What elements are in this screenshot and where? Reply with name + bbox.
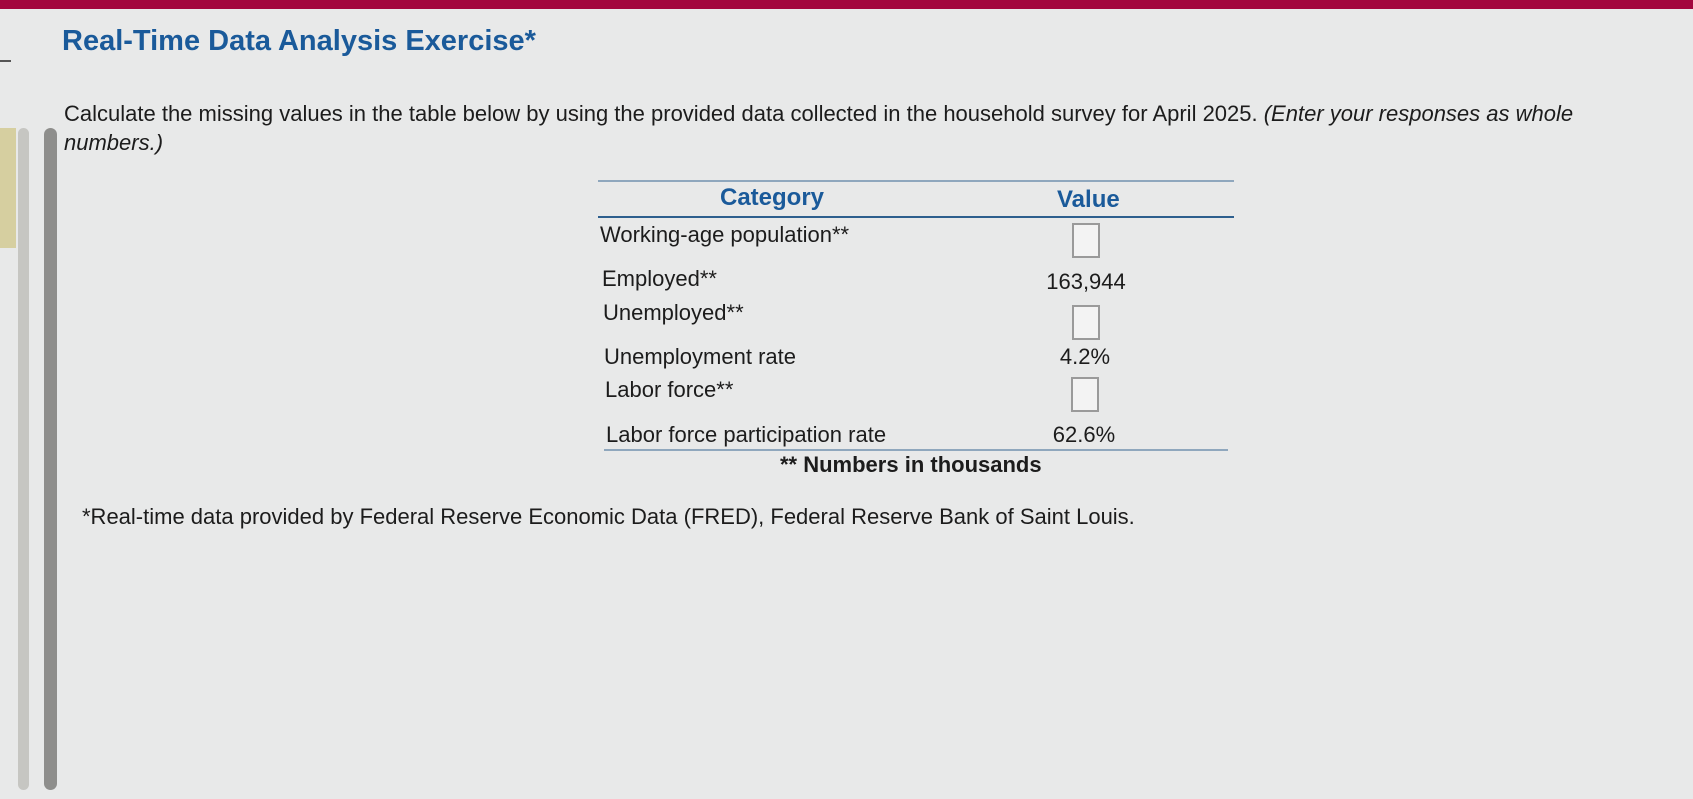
row-label-labor-force-participation-rate: Labor force participation rate (606, 422, 887, 447)
row-label-working-age-population: Working-age population** (600, 222, 850, 247)
column-header-value: Value (1057, 186, 1120, 213)
scrollbar-thumb[interactable] (44, 128, 57, 790)
table-footnote: ** Numbers in thousands (780, 452, 1042, 477)
table-header-rule (598, 216, 1234, 218)
page-title: Real-Time Data Analysis Exercise* (62, 25, 536, 57)
left-accent-strip (0, 128, 16, 248)
unemployment-rate-value: 4.2% (1059, 344, 1111, 369)
employed-value: 163,944 (1046, 269, 1126, 294)
table-bottom-rule (604, 449, 1228, 451)
top-accent-bar (0, 0, 1693, 9)
unemployed-input[interactable] (1072, 305, 1100, 340)
left-edge-marker (0, 60, 11, 62)
instructions-text: Calculate the missing values in the tabl… (64, 99, 1644, 157)
scrollbar-track[interactable] (18, 128, 29, 790)
table-top-rule (598, 180, 1234, 182)
working-age-population-input[interactable] (1072, 223, 1100, 258)
labor-force-input[interactable] (1071, 377, 1099, 412)
column-header-category: Category (720, 184, 825, 211)
source-footnote: *Real-time data provided by Federal Rese… (82, 504, 1135, 529)
labor-force-participation-rate-value: 62.6% (1052, 422, 1116, 447)
row-label-unemployed: Unemployed** (603, 300, 744, 325)
instructions-main: Calculate the missing values in the tabl… (64, 101, 1264, 126)
instructions-note: (Enter your responses as whole numbers.) (64, 101, 1574, 155)
row-label-unemployment-rate: Unemployment rate (604, 344, 796, 369)
row-label-labor-force: Labor force** (605, 377, 734, 402)
row-label-employed: Employed** (602, 266, 717, 291)
